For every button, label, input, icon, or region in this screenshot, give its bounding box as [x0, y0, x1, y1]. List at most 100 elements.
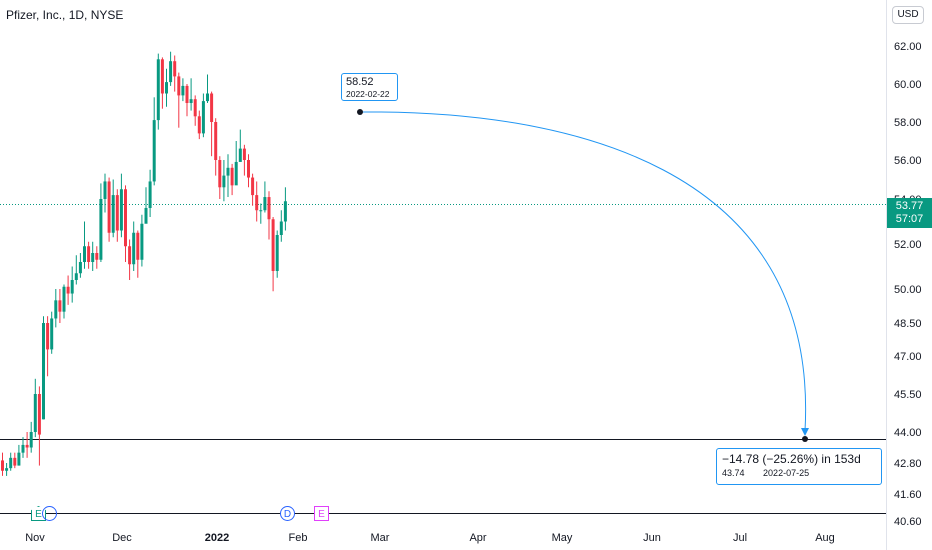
candle — [156, 53, 160, 130]
candle-body — [140, 223, 144, 260]
earnings-event-icon-upcoming[interactable]: E — [314, 506, 329, 521]
candle — [91, 241, 95, 271]
candle-body — [226, 167, 230, 176]
date-price-range-drawing[interactable] — [357, 109, 809, 442]
price-axis[interactable]: 62.0060.0058.0056.0054.0052.0050.0048.50… — [886, 0, 922, 550]
chart-title: Pfizer, Inc., 1D, NYSE — [6, 8, 124, 22]
candle-body — [242, 148, 246, 160]
candle — [136, 230, 140, 278]
candle-body — [66, 286, 70, 294]
candle — [13, 452, 17, 469]
candle-body — [222, 175, 226, 188]
candle-body — [271, 219, 275, 271]
candle — [181, 78, 185, 102]
candle — [144, 187, 148, 224]
candle — [193, 95, 197, 126]
currency-button[interactable]: USD — [892, 6, 924, 24]
bar-countdown: 57:07 — [895, 213, 924, 225]
candle — [148, 169, 152, 217]
candle — [169, 51, 173, 86]
time-axis[interactable]: Nov Dec 2022 Feb Mar Apr May Jun Jul Aug — [0, 513, 886, 545]
candle-body — [50, 318, 54, 350]
candle — [271, 217, 275, 292]
measure-end-date: 2022-07-25 — [763, 468, 810, 478]
candle — [230, 163, 234, 196]
time-axis-label: Apr — [469, 532, 486, 544]
candle — [1, 452, 4, 476]
candle-body — [210, 93, 214, 122]
candle-body — [185, 85, 189, 103]
candle-body — [21, 444, 25, 453]
candle — [201, 93, 205, 138]
candle-body — [1, 460, 4, 471]
candle-body — [9, 457, 13, 469]
candle — [234, 141, 238, 186]
price-axis-label: 44.00 — [894, 427, 922, 439]
candle — [124, 185, 127, 262]
candle — [21, 437, 25, 458]
candle — [197, 110, 201, 140]
candle — [87, 241, 91, 269]
candle — [214, 118, 218, 176]
price-axis-label: 45.50 — [894, 389, 922, 401]
candle-body — [115, 195, 119, 231]
candle — [115, 189, 119, 242]
candle — [259, 203, 263, 224]
time-axis-label: Feb — [289, 532, 308, 544]
measure-result-label[interactable]: −14.78 (−25.26%) in 153d 43.74 2022-07-2… — [716, 448, 882, 485]
dividend-event-icon[interactable]: D — [280, 506, 295, 521]
candle — [140, 214, 144, 267]
candle — [189, 78, 193, 111]
candle-body — [58, 300, 62, 312]
candle-body — [152, 120, 156, 182]
candle-body — [230, 167, 234, 186]
candle-body — [5, 468, 9, 471]
candle-body — [255, 195, 259, 211]
candle — [17, 444, 21, 466]
candle — [74, 255, 78, 285]
candle — [222, 160, 226, 202]
measure-start-label[interactable]: 58.52 2022-02-22 — [341, 73, 398, 101]
candle-body — [275, 235, 279, 271]
price-axis-label: 58.00 — [894, 117, 922, 129]
candle-body — [83, 246, 86, 262]
candle — [107, 177, 111, 242]
candle — [210, 91, 214, 157]
price-axis-label: 41.60 — [894, 489, 922, 501]
candle — [238, 129, 242, 162]
candle — [54, 289, 58, 328]
candle-body — [206, 93, 209, 102]
candle-body — [99, 199, 103, 260]
candle — [29, 421, 33, 453]
price-axis-label: 50.00 — [894, 284, 922, 296]
measure-start-point[interactable] — [357, 109, 363, 115]
candle-body — [17, 452, 21, 466]
price-axis-label: 48.50 — [894, 318, 922, 330]
candle — [33, 378, 37, 438]
candle — [165, 68, 168, 107]
candle-body — [169, 61, 173, 83]
measure-arc — [359, 111, 807, 432]
candle — [128, 239, 132, 280]
candle-body — [91, 253, 95, 262]
candle — [119, 173, 123, 238]
measure-start-price: 58.52 — [346, 76, 374, 88]
candle — [66, 275, 70, 305]
candle-body — [173, 61, 177, 77]
price-axis-label: 42.80 — [894, 458, 922, 470]
candle — [95, 246, 99, 269]
candle — [132, 221, 136, 271]
candle — [37, 386, 41, 466]
candle — [275, 230, 279, 278]
candle — [177, 72, 181, 128]
last-price-value: 53.77 — [895, 200, 924, 212]
candle-body — [74, 273, 78, 280]
measure-end-point[interactable] — [802, 436, 808, 442]
candle-body — [165, 82, 168, 94]
candle-body — [259, 210, 263, 212]
candle — [50, 311, 54, 354]
candle-body — [247, 160, 250, 178]
candle-body — [132, 232, 136, 265]
candle — [103, 173, 107, 213]
